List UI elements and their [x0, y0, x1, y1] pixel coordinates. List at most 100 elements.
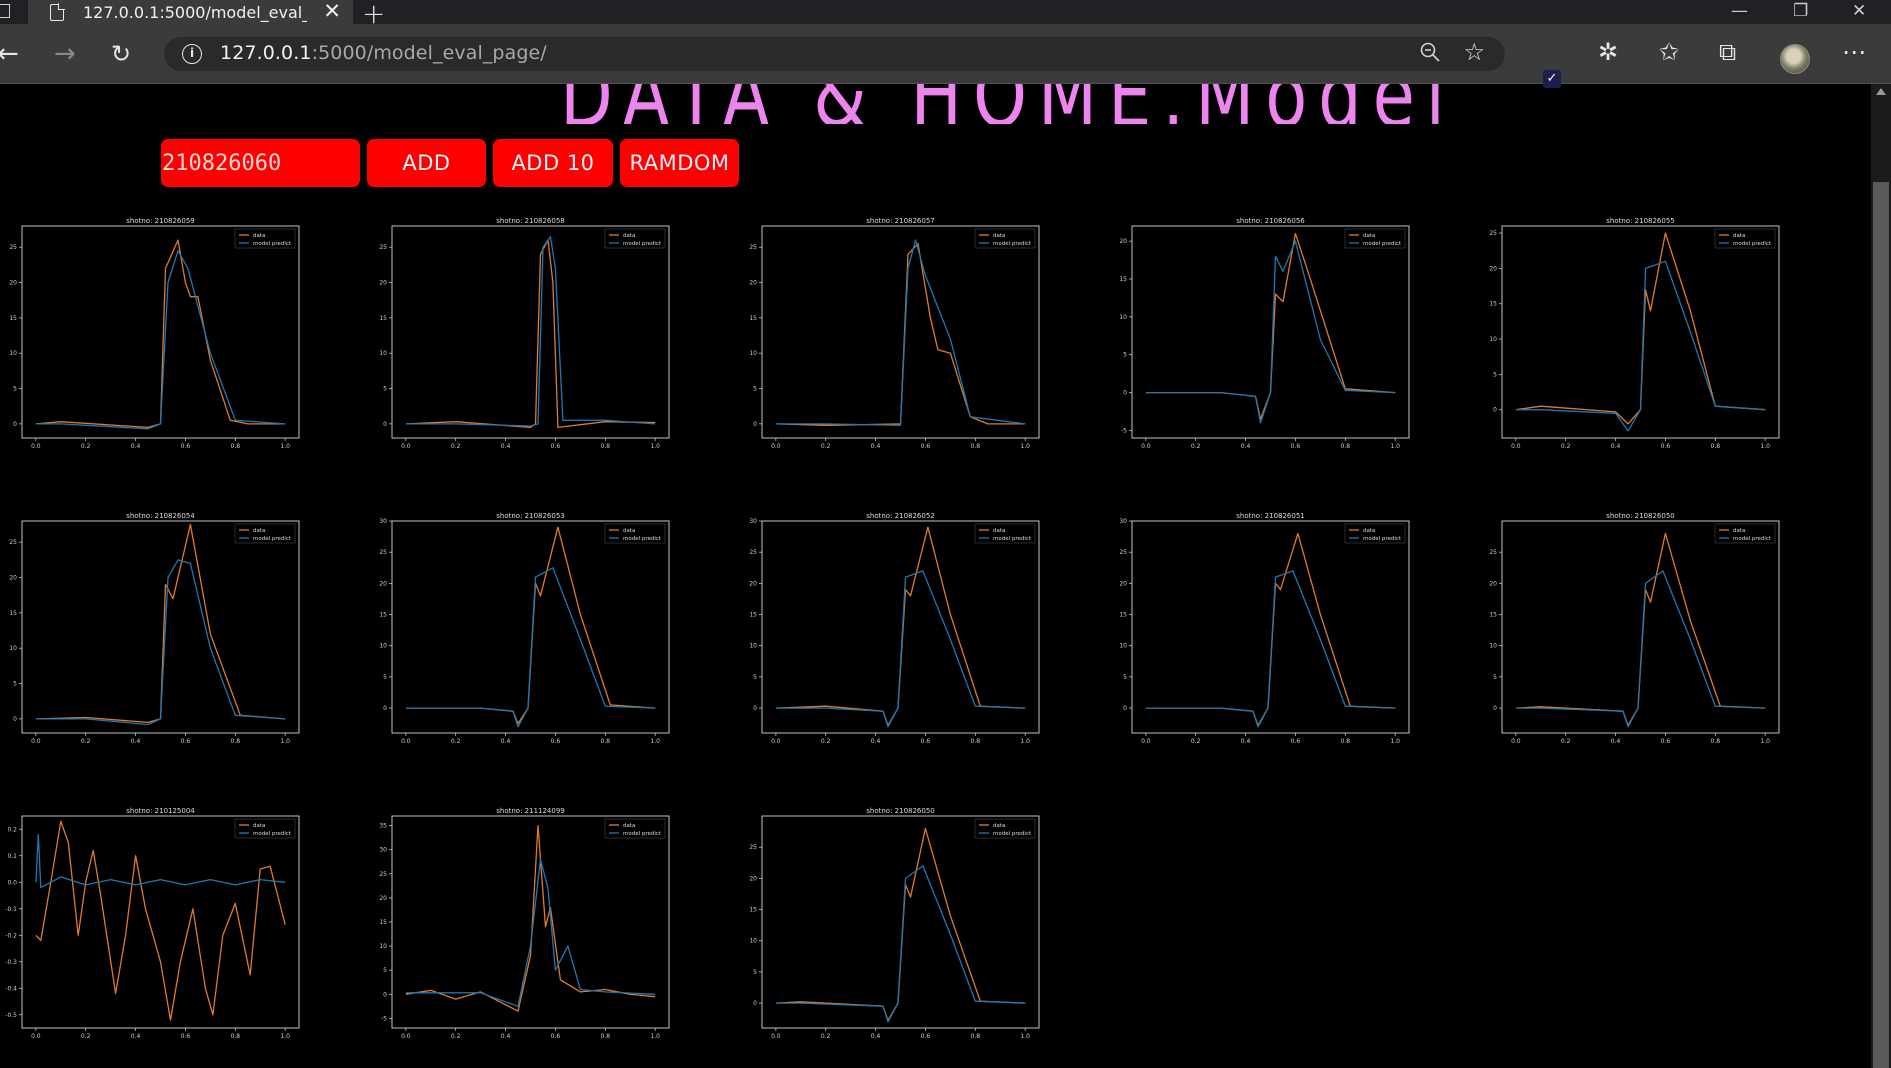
data-series-line	[775, 526, 1026, 727]
legend-label: data	[993, 823, 1005, 829]
y-tick-label: -0.3	[5, 959, 17, 966]
minimize-icon[interactable]: —	[1731, 1, 1748, 21]
restore-icon[interactable]: ❐	[1793, 1, 1809, 21]
x-tick-label: 0.6	[921, 443, 931, 450]
y-tick-label: 0	[1123, 705, 1127, 712]
add-favorite-icon[interactable]: ☆	[1463, 38, 1485, 66]
legend-label: data	[1733, 528, 1745, 534]
y-tick-label: 25	[749, 549, 757, 556]
y-tick-label: 25	[749, 244, 757, 251]
x-tick-label: 1.0	[1390, 443, 1400, 450]
x-tick-label: 1.0	[280, 443, 290, 450]
plot-legend: data model predict	[974, 818, 1036, 839]
plot-title: shotno: 210826057	[866, 217, 935, 225]
collections-icon[interactable]: ⧉	[1719, 38, 1737, 66]
data-series-line	[775, 827, 1026, 1022]
zoom-icon[interactable]	[1419, 41, 1441, 63]
plot-axes-frame	[391, 225, 670, 439]
shot-plot: shotno: 211124099 0.0 0.2 0.4 0.6 0.8 1.0 -5 0 5 1…	[379, 806, 690, 1046]
page-icon	[50, 2, 65, 21]
plot-axes-frame	[391, 815, 670, 1029]
y-tick-label: 15	[1489, 612, 1497, 619]
plot-axes-frame	[21, 815, 300, 1029]
legend-box	[974, 228, 1036, 249]
plot-legend: data model predict	[1714, 228, 1776, 249]
x-tick-label: 1.0	[650, 1033, 660, 1040]
y-tick-label: 25	[9, 244, 17, 251]
plot-svg: shotno: 210826052 0.0 0.2 0.4 0.6 0.8 1.0 0 5 10 1…	[749, 512, 1040, 745]
y-tick-label: 0.0	[7, 879, 17, 886]
plot-legend: data model predict	[234, 818, 296, 839]
plot-legend: data model predict	[974, 523, 1036, 544]
extensions-icon[interactable]: ✲	[1598, 38, 1619, 66]
scrollbar-thumb[interactable]	[1873, 182, 1889, 1068]
legend-box	[604, 228, 666, 249]
x-tick-label: 0.8	[971, 738, 981, 745]
info-icon[interactable]: i	[182, 44, 202, 64]
plot-axes-frame	[391, 520, 670, 734]
y-tick-label: 10	[1119, 314, 1127, 321]
y-tick-label: 5	[383, 674, 387, 681]
legend-label: model predict	[993, 241, 1032, 247]
y-tick-label: 0	[753, 705, 757, 712]
y-tick-label: 10	[9, 645, 17, 652]
x-tick-label: 0.8	[231, 443, 241, 450]
data-series-line	[1515, 532, 1766, 727]
plot-axes-frame	[761, 225, 1040, 439]
plot-title: shotno: 211124099	[496, 807, 565, 815]
y-tick-label: 5	[1123, 352, 1127, 359]
plot-title: shotno: 210826052	[866, 512, 935, 520]
legend-label: data	[253, 823, 265, 829]
x-tick-label: 0.6	[921, 1033, 931, 1040]
legend-box	[974, 523, 1036, 544]
plot-axes-frame	[21, 225, 300, 439]
legend-box	[1344, 228, 1406, 249]
legend-box	[1714, 523, 1776, 544]
scrollbar[interactable]	[1871, 84, 1891, 1068]
favorites-icon[interactable]: ✩	[1659, 38, 1680, 66]
plot-title: shotno: 210826059	[126, 217, 195, 225]
new-tab-icon[interactable]: +	[362, 0, 386, 30]
legend-box	[1714, 228, 1776, 249]
close-tab-icon[interactable]: ✕	[323, 0, 341, 23]
tab-actions-icon[interactable]	[0, 4, 10, 18]
x-tick-label: 1.0	[1760, 738, 1770, 745]
y-tick-label: 5	[13, 386, 17, 393]
shot-plot: shotno: 210826057 0.0 0.2 0.4 0.6 0.8 1.0 0 5 10 1…	[749, 216, 1060, 456]
forward-icon[interactable]: →	[54, 39, 76, 69]
model-predict-series-line	[35, 559, 286, 726]
y-tick-label: -0.5	[5, 1012, 17, 1019]
browser-tab[interactable]: 127.0.0.1:5000/model_eval_page/ ✕	[28, 0, 353, 24]
plot-title: shotno: 210826056	[1236, 217, 1305, 225]
x-tick-label: 0.6	[181, 738, 191, 745]
y-tick-label: 30	[749, 518, 757, 525]
more-icon[interactable]: ⋯	[1842, 38, 1866, 66]
x-tick-label: 1.0	[280, 1033, 290, 1040]
x-tick-label: 0.2	[81, 1033, 91, 1040]
extension-check-icon[interactable]: ✓	[1543, 70, 1561, 88]
x-tick-label: 0.6	[1291, 443, 1301, 450]
y-tick-label: 25	[379, 549, 387, 556]
y-tick-label: 25	[379, 871, 387, 878]
navigation-bar: ← → ↻ i 127.0.0.1:5000/model_eval_page/ …	[0, 24, 1891, 88]
profile-avatar[interactable]	[1780, 44, 1810, 74]
x-tick-label: 0.4	[1611, 738, 1621, 745]
scroll-up-arrow-icon[interactable]	[1876, 88, 1886, 95]
data-series-line	[35, 523, 286, 724]
x-tick-label: 0.0	[31, 443, 41, 450]
reload-icon[interactable]: ↻	[111, 40, 132, 68]
x-tick-label: 0.8	[231, 1033, 241, 1040]
back-icon[interactable]: ←	[0, 39, 19, 69]
add-button[interactable]: ADD	[367, 139, 486, 187]
y-tick-label: 15	[749, 907, 757, 914]
y-tick-label: 10	[1489, 643, 1497, 650]
address-bar[interactable]: i 127.0.0.1:5000/model_eval_page/ ☆	[164, 37, 1505, 71]
shot-plot: shotno: 210826053 0.0 0.2 0.4 0.6 0.8 1.0 0 5 10 1…	[379, 511, 690, 751]
random-button[interactable]: RAMDOM	[620, 139, 739, 187]
shot-number-input[interactable]	[161, 139, 360, 187]
data-series-line	[405, 824, 656, 1012]
close-window-icon[interactable]: ✕	[1852, 1, 1867, 21]
add-10-button[interactable]: ADD 10	[493, 139, 613, 187]
plot-title: shotno: 210826053	[496, 512, 565, 520]
y-tick-label: 25	[1489, 230, 1497, 237]
